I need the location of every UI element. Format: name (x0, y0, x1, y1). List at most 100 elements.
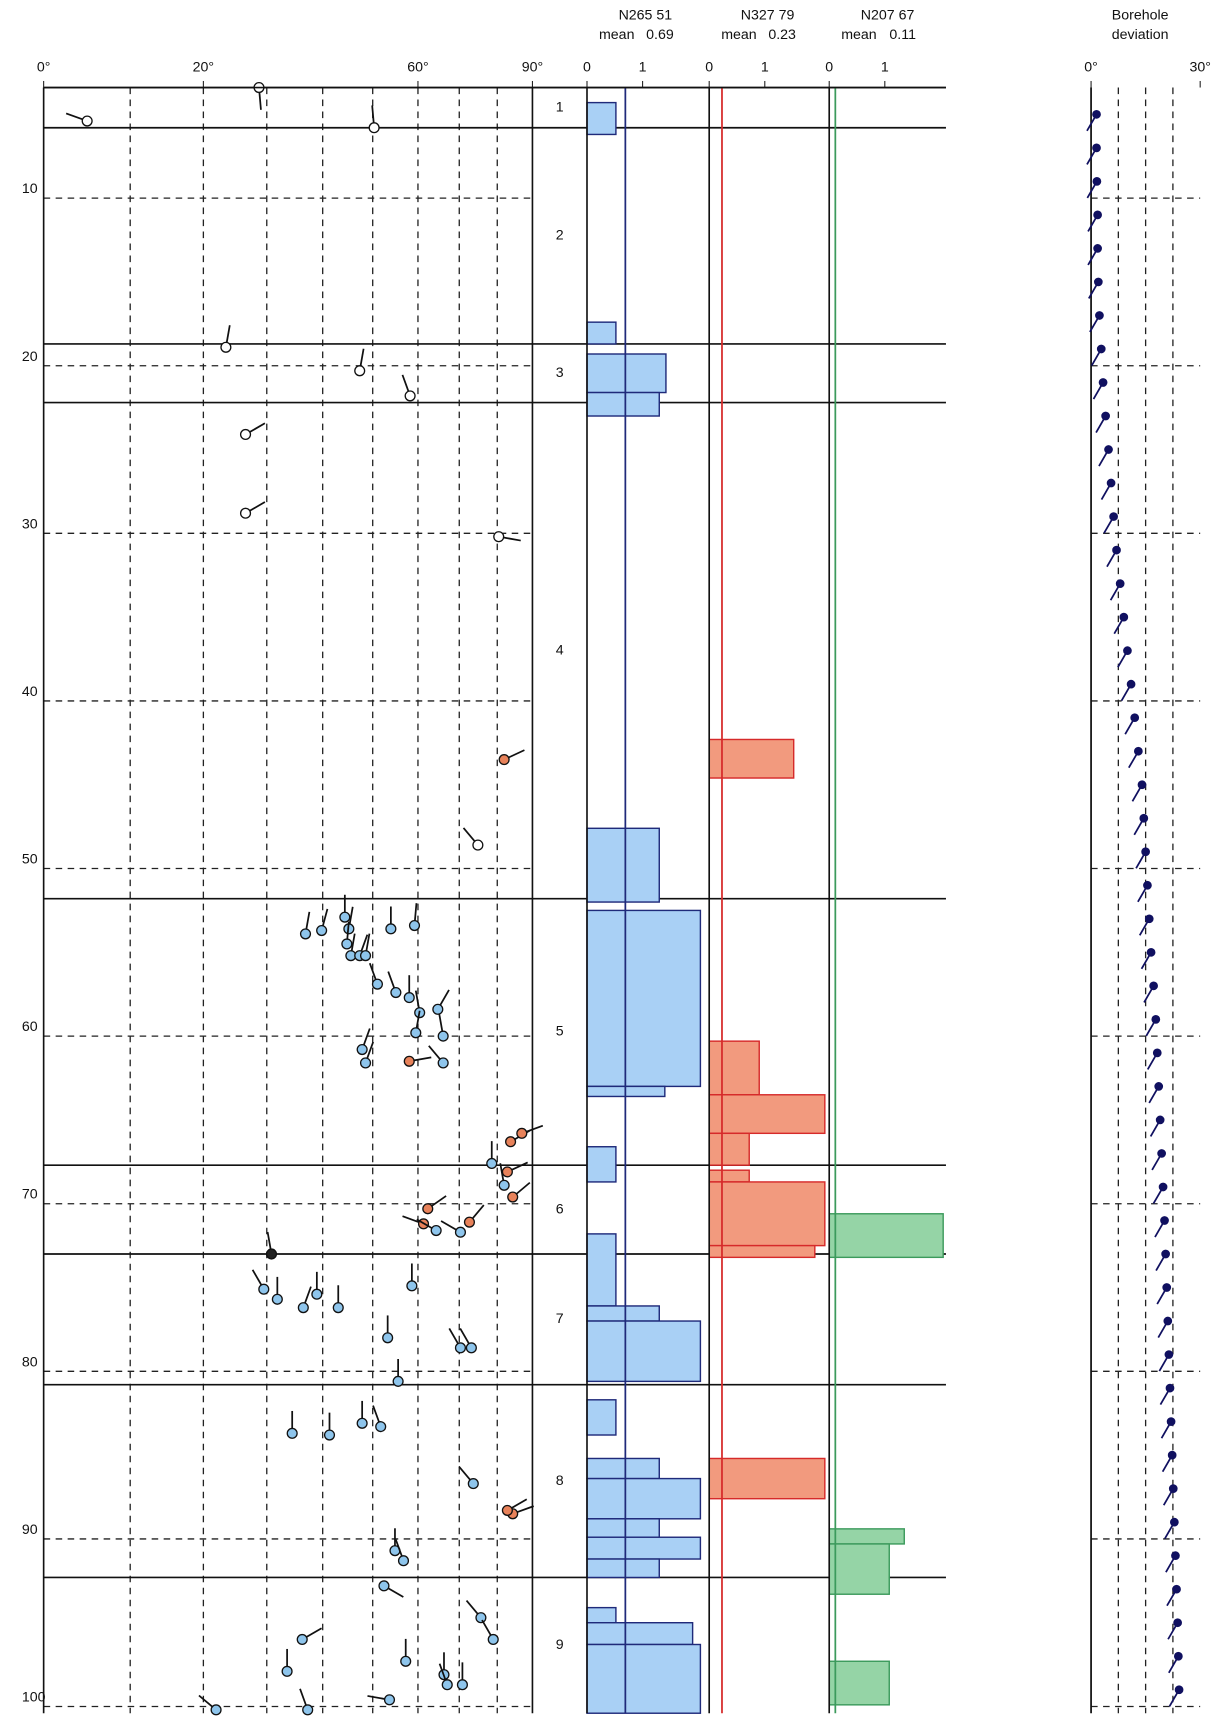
tadpole-tail (458, 1465, 471, 1481)
mean-value: 0.11 (889, 27, 916, 43)
histogram-bar (586, 909, 702, 1088)
tadpole-tail (225, 325, 231, 343)
tadpole-head (210, 1704, 222, 1716)
deviation-point (1101, 411, 1110, 421)
tadpole-head (239, 507, 252, 519)
histogram-bar (586, 1622, 694, 1646)
tadpole-tail (503, 536, 521, 542)
deviation-point (1163, 1316, 1173, 1326)
tadpole-tail (440, 1220, 457, 1231)
deviation-point (1106, 478, 1116, 488)
zone-label: 9 (556, 1637, 564, 1653)
tadpole-tail (366, 1041, 375, 1059)
deviation-tail (1158, 1357, 1168, 1372)
deviation-tail (1137, 888, 1147, 903)
tadpole-head (493, 531, 505, 543)
x-tick-label: 0 (825, 60, 833, 76)
deviation-point (1166, 1417, 1176, 1426)
histogram-bar (708, 1132, 750, 1166)
tadpole-tail (360, 934, 369, 952)
y-tick-label: 40 (22, 684, 38, 700)
deviation-point (1104, 445, 1113, 454)
deviation-point (1144, 914, 1154, 924)
deviation-tail (1168, 1692, 1178, 1707)
tadpole-tail (249, 422, 266, 433)
tadpole-head (368, 122, 380, 134)
deviation-point (1092, 143, 1101, 153)
tadpole-tail (431, 1195, 447, 1207)
deviation-tail (1088, 284, 1098, 299)
deviation-point (1092, 177, 1102, 186)
deviation-point (1161, 1249, 1170, 1259)
tadpole-tail (367, 1695, 385, 1700)
tadpole-head (385, 923, 397, 935)
histogram-bar (828, 1528, 905, 1545)
histogram-bar (708, 1244, 816, 1259)
deviation-point (1098, 378, 1108, 387)
tadpole-head (371, 978, 383, 990)
tadpole-head (296, 1633, 308, 1646)
tadpole-tail (448, 1328, 459, 1345)
x-tick-label: 0° (1084, 60, 1098, 76)
deviation-point (1139, 813, 1149, 823)
tadpole-head (316, 924, 328, 937)
tadpole-tail (306, 1627, 323, 1638)
deviation-tail (1166, 1592, 1176, 1607)
tadpole-head (456, 1679, 468, 1691)
tadpole-head (516, 1127, 528, 1139)
deviation-point (1143, 880, 1152, 890)
zone-label: 5 (556, 1024, 564, 1040)
histogram-bar (708, 1040, 760, 1096)
tadpole-tail (350, 933, 356, 951)
histogram-bar (586, 353, 667, 394)
deviation-point (1165, 1383, 1175, 1393)
histogram-bar (586, 1146, 617, 1183)
tadpole-tail (517, 1505, 535, 1513)
tadpole-head (430, 1224, 442, 1237)
tadpole-tail (299, 1688, 307, 1706)
deviation-point (1141, 847, 1150, 857)
deviation-tail (1086, 150, 1096, 165)
tadpole-tail (387, 971, 396, 989)
deviation-tail (1086, 184, 1096, 199)
tadpole-head (392, 1375, 404, 1387)
x-tick-label: 30° (1189, 60, 1210, 76)
deviation-tail (1156, 1290, 1166, 1305)
histogram-bar (708, 1181, 826, 1247)
tadpole-head (375, 1421, 387, 1433)
deviation-tail (1090, 351, 1101, 366)
x-tick-label: 1 (761, 60, 769, 76)
histogram-bar (586, 1643, 702, 1714)
tadpole-head (356, 1043, 368, 1056)
deviation-point (1169, 1517, 1179, 1527)
deviation-tail (1157, 1323, 1167, 1339)
y-tick-label: 70 (22, 1187, 38, 1203)
histogram-bar (828, 1660, 890, 1706)
deviation-point (1093, 277, 1103, 287)
tadpole-head (378, 1580, 390, 1592)
deviation-tail (1164, 1525, 1174, 1540)
tadpole-tail (465, 1599, 479, 1615)
deviation-tail (1128, 754, 1138, 769)
zone-label: 1 (556, 99, 564, 115)
histogram-bar (586, 827, 660, 903)
tadpole-head (505, 1136, 517, 1148)
tadpole-tail (462, 827, 476, 842)
histogram-bar (586, 1305, 660, 1322)
tadpole-tail (481, 1619, 492, 1636)
deviation-tail (1154, 1223, 1164, 1238)
deviation-tail (1120, 687, 1130, 702)
deviation-tail (1103, 519, 1113, 534)
y-tick-label: 100 (22, 1690, 46, 1706)
tadpole-head (487, 1633, 499, 1646)
zone-label: 7 (556, 1311, 564, 1327)
deviation-tail (1140, 955, 1150, 970)
deviation-tail (1095, 418, 1105, 433)
deviation-point (1123, 646, 1132, 656)
tadpole-head (265, 1248, 278, 1260)
tadpole-head (501, 1504, 513, 1516)
tadpole-tail (428, 1045, 441, 1060)
deviation-tail (1100, 485, 1110, 501)
tadpole-tail (511, 1161, 529, 1171)
